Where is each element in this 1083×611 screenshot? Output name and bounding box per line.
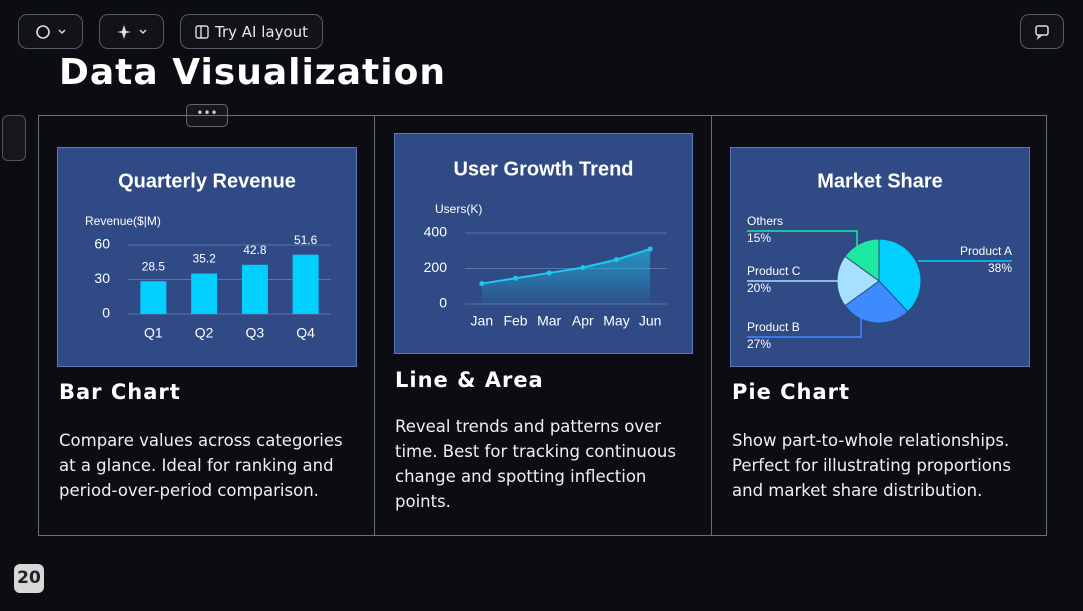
- x-tick-label: Q1: [144, 325, 163, 341]
- chart-panel: Market Share Product A 38% Product B 27% Prod…: [730, 147, 1030, 367]
- theme-icon: [35, 24, 65, 39]
- x-tick-label: Jun: [639, 313, 662, 329]
- card-text: Reveal trends and patterns over time. Be…: [395, 417, 676, 511]
- page-number: 20: [14, 564, 44, 593]
- value-label: 20%: [747, 281, 771, 295]
- ai-layout-label: Try AI layout: [214, 22, 309, 41]
- y-axis-label: Users(K): [435, 202, 482, 216]
- card-text: Show part-to-whole relationships. Perfec…: [732, 431, 1011, 500]
- side-handle[interactable]: [2, 115, 26, 161]
- y-tick-label: 200: [424, 259, 448, 275]
- value-label: 38%: [988, 261, 1012, 275]
- legend-label: Others: [747, 214, 783, 228]
- point: [546, 270, 552, 276]
- y-axis-label: Revenue($|M): [85, 214, 161, 228]
- legend-label: Product B: [747, 320, 800, 334]
- point: [580, 265, 586, 271]
- chart-panel: Quarterly Revenue Revenue($|M) 0 30 60 28.5 Q1…: [57, 147, 357, 367]
- card-heading: Bar Chart: [59, 380, 181, 404]
- y-tick-label: 0: [102, 305, 110, 321]
- x-tick-label: Mar: [537, 313, 561, 329]
- x-tick-label: Q4: [296, 325, 315, 341]
- chart-title: Quarterly Revenue: [118, 170, 296, 192]
- y-tick-label: 30: [94, 270, 110, 286]
- layout-icon: [195, 24, 209, 39]
- x-tick-label: Q3: [246, 325, 265, 341]
- leader-line: [747, 230, 858, 246]
- card-text: Compare values across categories at a gl…: [59, 431, 343, 500]
- chart-panel: User Growth Trend Users(K) 0 200 400 Jan Feb Ma…: [394, 133, 693, 354]
- line: [481, 248, 651, 285]
- y-tick-label: 400: [424, 224, 448, 240]
- y-tick-label: 60: [94, 236, 110, 252]
- bar: [191, 273, 218, 314]
- chart: Quarterly Revenue Revenue($|M) 0 30 60 28.5 Q1…: [85, 170, 331, 341]
- value-label: 27%: [747, 337, 771, 351]
- x-tick-label: Jan: [471, 313, 494, 329]
- ai-button[interactable]: [99, 14, 164, 49]
- chart-title: User Growth Trend: [453, 158, 633, 180]
- value-label: 42.8: [243, 243, 267, 257]
- comment-icon: [1035, 24, 1049, 40]
- chart: Market Share Product A 38% Product B 27% Prod…: [747, 170, 1012, 351]
- value-label: 28.5: [142, 259, 166, 273]
- y-tick-label: 0: [439, 295, 447, 311]
- pie-slice: [844, 238, 880, 282]
- chart-title: Market Share: [817, 170, 943, 192]
- ai-layout-button[interactable]: Try AI layout: [180, 14, 323, 49]
- value-label: 51.6: [294, 233, 318, 247]
- value-label: 35.2: [192, 252, 216, 266]
- comment-button[interactable]: [1020, 14, 1064, 49]
- theme-button[interactable]: [18, 14, 83, 49]
- chart: User Growth Trend Users(K) 0 200 400 Jan Feb Ma…: [424, 158, 667, 329]
- x-tick-label: Feb: [503, 313, 527, 329]
- slide-title: Data Visualization: [59, 52, 446, 93]
- point: [479, 281, 485, 287]
- x-tick-label: Q2: [195, 325, 214, 341]
- x-tick-label: Apr: [572, 313, 594, 329]
- leader-line: [747, 314, 862, 338]
- sparkle-icon: [116, 24, 146, 39]
- card: [711, 115, 1047, 536]
- card-heading: Line & Area: [395, 368, 544, 392]
- bar: [140, 281, 167, 314]
- pie-slice: [878, 238, 922, 313]
- point: [647, 246, 653, 252]
- card-heading: Pie Chart: [732, 380, 851, 404]
- value-label: 15%: [747, 231, 771, 245]
- leader-line: [918, 260, 1012, 262]
- legend-label: Product A: [960, 244, 1012, 258]
- bar: [241, 264, 268, 314]
- area: [481, 248, 651, 304]
- leader-line: [747, 280, 840, 282]
- legend-label: Product C: [747, 264, 801, 278]
- x-tick-label: May: [603, 313, 629, 329]
- pie-slice: [844, 280, 909, 324]
- point: [614, 257, 619, 263]
- point: [513, 275, 518, 281]
- bar: [292, 254, 319, 314]
